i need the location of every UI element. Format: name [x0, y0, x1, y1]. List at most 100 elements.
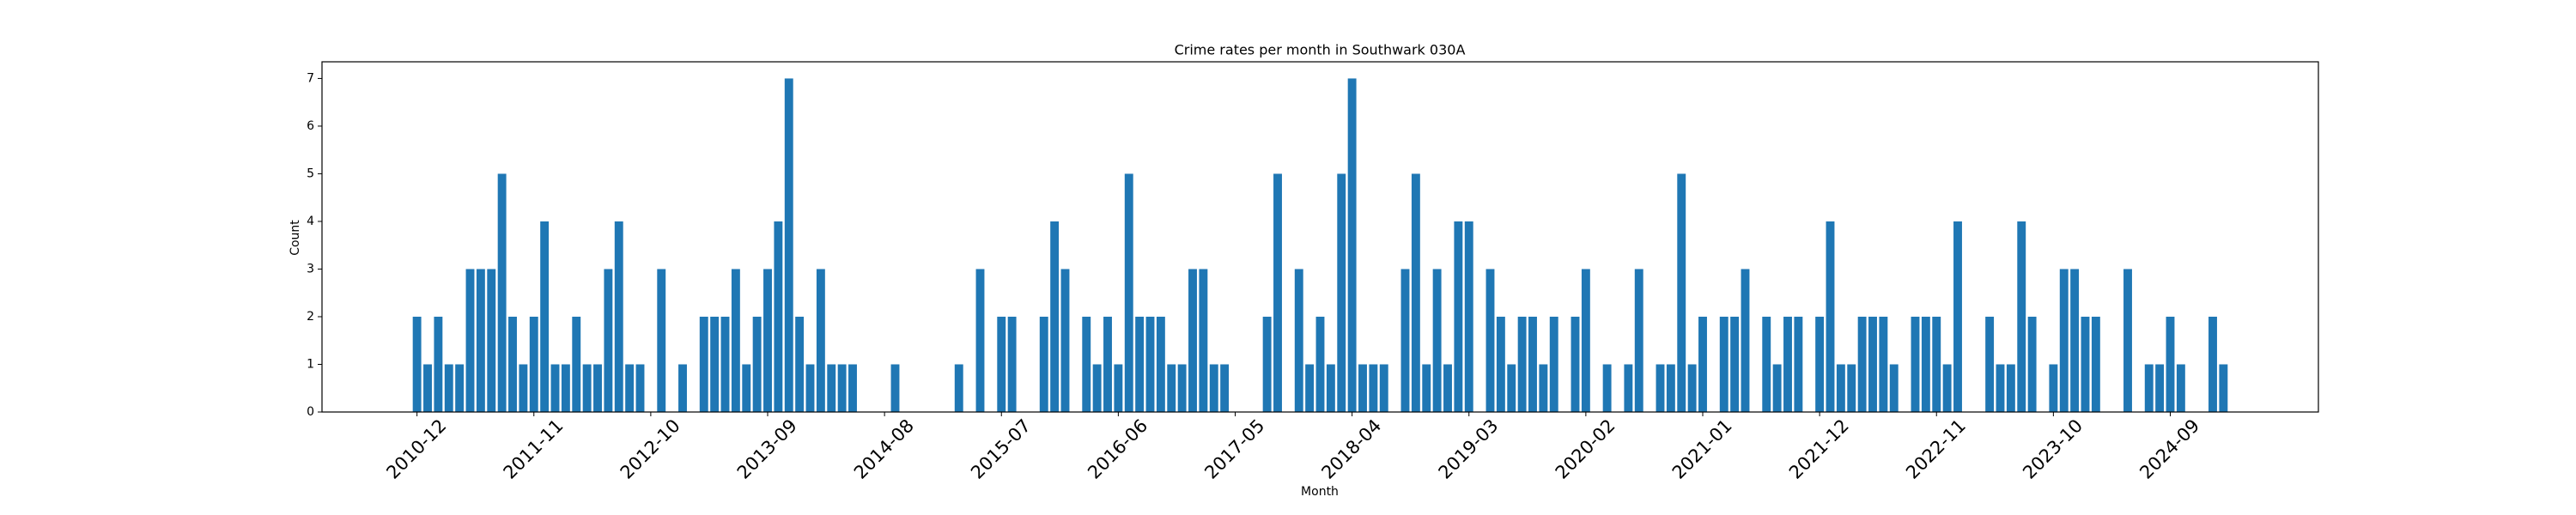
y-tick-label: 5: [307, 167, 314, 180]
x-tick-label: 2021-01: [1668, 415, 1736, 483]
bar: [508, 316, 517, 412]
y-tick-label: 7: [307, 71, 314, 85]
bar: [412, 316, 422, 412]
bar: [1092, 364, 1102, 412]
bar: [1847, 364, 1856, 412]
bar: [1114, 364, 1123, 412]
bar: [2208, 316, 2217, 412]
bar: [2155, 364, 2165, 412]
bar: [710, 316, 720, 412]
bar: [848, 364, 857, 412]
bar: [731, 269, 740, 412]
bar: [1124, 173, 1133, 412]
bar: [434, 316, 443, 412]
bar: [2027, 316, 2037, 412]
bar: [593, 364, 602, 412]
x-tick-label: 2022-11: [1902, 415, 1970, 483]
bar: [1571, 316, 1580, 412]
bar: [1921, 316, 1930, 412]
bar: [1698, 316, 1707, 412]
bar: [1422, 364, 1431, 412]
x-axis-label: Month: [1301, 485, 1339, 499]
bar: [795, 316, 805, 412]
bar: [1273, 173, 1282, 412]
bar: [1581, 269, 1590, 412]
bar: [720, 316, 730, 412]
bar: [465, 269, 475, 412]
bar: [444, 364, 453, 412]
bar: [1443, 364, 1452, 412]
bar: [519, 364, 528, 412]
bar: [1432, 269, 1442, 412]
x-tick-label: 2020-02: [1552, 415, 1619, 483]
bar: [625, 364, 635, 412]
x-tick-label: 2024-09: [2136, 415, 2203, 483]
bar: [1060, 269, 1070, 412]
bar: [1379, 364, 1388, 412]
bar: [742, 364, 751, 412]
bar: [1135, 316, 1145, 412]
bar: [1485, 269, 1495, 412]
bar: [1496, 316, 1505, 412]
bar: [1145, 316, 1155, 412]
bar: [1156, 316, 1165, 412]
bar: [1507, 364, 1516, 412]
x-tick-label: 2011-11: [500, 415, 568, 483]
bar: [1836, 364, 1845, 412]
bar: [763, 269, 772, 412]
bar: [1464, 221, 1473, 412]
bar: [1517, 316, 1527, 412]
bar: [1857, 316, 1867, 412]
x-tick-label: 2023-10: [2019, 415, 2087, 483]
bar: [582, 364, 592, 412]
x-tick-label: 2015-07: [967, 415, 1035, 483]
bar: [1783, 316, 1792, 412]
bar: [1411, 173, 1420, 412]
bar: [1220, 364, 1230, 412]
bar: [1942, 364, 1952, 412]
bar: [1347, 78, 1357, 412]
bar: [1539, 364, 1548, 412]
bar: [2059, 269, 2069, 412]
bar: [1326, 364, 1335, 412]
bar: [1209, 364, 1218, 412]
bar: [1294, 269, 1303, 412]
x-tick-label: 2013-09: [733, 415, 801, 483]
bar: [1730, 316, 1740, 412]
x-tick-label: 2012-10: [617, 415, 684, 483]
bar: [2081, 316, 2090, 412]
bar: [975, 269, 985, 412]
bar: [1879, 316, 1888, 412]
bar: [635, 364, 645, 412]
bar: [837, 364, 847, 412]
bar: [604, 269, 613, 412]
bar: [1953, 221, 1962, 412]
bar: [2176, 364, 2185, 412]
bar: [1050, 221, 1060, 412]
bar: [678, 364, 687, 412]
plot-frame: [321, 61, 2319, 413]
bar: [1262, 316, 1272, 412]
chart-title: Crime rates per month in Southwark 030A: [1175, 42, 1466, 58]
bar: [1889, 364, 1899, 412]
bar: [1741, 269, 1750, 412]
bar: [1656, 364, 1665, 412]
bar: [1315, 316, 1325, 412]
bar: [1985, 316, 1995, 412]
bar: [1602, 364, 1612, 412]
bar: [2091, 316, 2100, 412]
bar: [455, 364, 465, 412]
bar: [954, 364, 963, 412]
bar: [572, 316, 581, 412]
bar: [1772, 364, 1782, 412]
bar: [540, 221, 550, 412]
x-tick-label: 2021-12: [1785, 415, 1853, 483]
bar: [2017, 221, 2026, 412]
bar: [1454, 221, 1463, 412]
bar: [1687, 364, 1697, 412]
bar: [1677, 173, 1686, 412]
bar: [1007, 316, 1017, 412]
bar: [1719, 316, 1728, 412]
bar: [2070, 269, 2080, 412]
y-axis-label: Count: [289, 220, 302, 256]
